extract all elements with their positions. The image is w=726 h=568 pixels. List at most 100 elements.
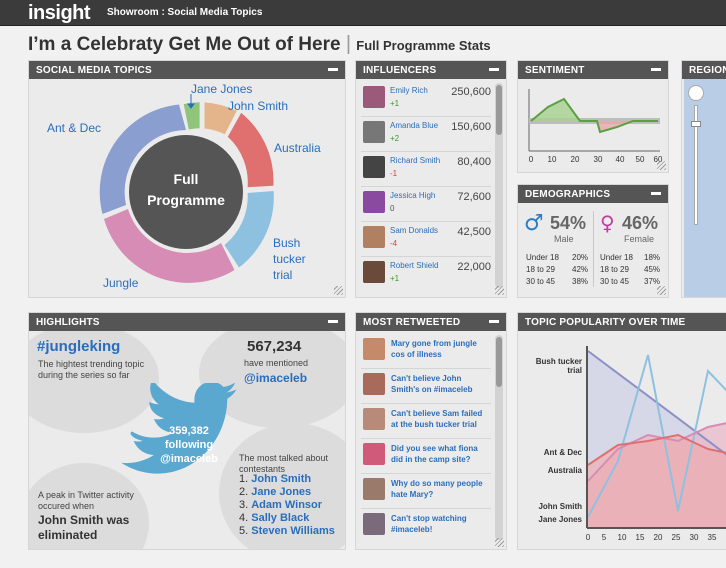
avatar [363,156,385,178]
map-pan-control[interactable] [688,85,704,101]
list-item[interactable]: Emily Rich +1 250,600 [361,83,491,117]
list-item[interactable]: 4. Sally Black [239,512,310,524]
following-handle[interactable]: @imaceleb [160,453,218,465]
mentions-text: have mentioned [244,358,309,368]
list-item[interactable]: Mary gone from jungle cos of illness [361,335,491,369]
list-item[interactable]: Can't stop watching #imaceleb! [361,510,491,544]
influencer-delta: +1 [390,274,400,283]
page-title-main: I’m a Celebraty Get Me Out of Here [28,34,341,55]
tweet-text[interactable]: Mary gone from jungle cos of illness [391,339,477,359]
minimize-icon[interactable] [651,63,661,71]
resize-handle[interactable] [334,286,343,295]
topic-popularity-header: TOPIC POPULARITY OVER TIME [518,313,726,331]
minimize-icon[interactable] [489,63,499,71]
scrollbar-thumb[interactable] [496,85,502,135]
tweet-text[interactable]: Why do so many people hate Mary? [391,479,483,499]
breadcrumb[interactable]: Showroom : Social Media Topics [107,7,263,18]
tick-label: 15 [636,533,645,542]
scrollbar[interactable] [495,83,503,288]
map-zoom-slider[interactable] [694,105,698,225]
list-item[interactable]: Did you see what fiona did in the camp s… [361,440,491,474]
list-item[interactable]: Sam Donalds -4 42,500 [361,223,491,257]
trending-hashtag[interactable]: #jungleking [37,338,121,355]
tweet-text[interactable]: Did you see what fiona did in the camp s… [391,444,478,464]
label-jungle[interactable]: Jungle [103,276,139,290]
list-item[interactable]: Amanda Blue +2 150,600 [361,118,491,152]
minimize-icon[interactable] [328,315,338,323]
tweet-text[interactable]: Can't believe Sam failed at the bush tuc… [391,409,483,429]
label-bush-tucker-2[interactable]: tucker [273,252,306,266]
sentiment-chart: 0 10 20 30 40 50 60 [528,89,663,164]
list-item[interactable]: 2. Jane Jones [239,486,312,498]
segment-jungle[interactable] [104,209,235,283]
label-bush-tucker-1[interactable]: Bush [273,236,300,250]
list-item[interactable]: 5. Steven Williams [239,525,335,537]
segment-australia[interactable] [227,112,274,188]
resize-handle[interactable] [657,161,666,170]
contestant-name[interactable]: Sally Black [251,512,310,524]
segment-jane-jones[interactable] [183,102,200,130]
label-australia[interactable]: Australia [274,141,321,155]
avatar [363,443,385,465]
map-zoom-thumb[interactable] [691,121,701,127]
trending-description: The hightest trending topic during the s… [38,359,145,380]
minimize-icon[interactable] [489,315,499,323]
influencer-delta: -4 [390,239,398,248]
demo-row-value: 45% [644,265,661,274]
minimize-icon[interactable] [651,187,661,195]
series-line-red [587,433,726,466]
label-john-smith[interactable]: John Smith [228,99,288,113]
list-item[interactable]: 3. Adam Winsor [239,499,323,511]
scrollbar-thumb[interactable] [496,337,502,387]
list-item[interactable]: Can't believe John Smith's on #imaceleb [361,370,491,404]
brand-logo[interactable]: insight [28,2,91,24]
influencer-count: 42,500 [457,226,491,238]
most-retweeted-header: MOST RETWEETED [356,313,506,331]
tick-label: 5 [602,533,607,542]
influencer-name[interactable]: Sam Donalds [390,226,439,235]
label-jane-jones[interactable]: Jane Jones [191,82,252,96]
label-ant-dec[interactable]: Ant & Dec [47,121,101,135]
tweet-text[interactable]: Can't stop watching #imaceleb! [391,514,467,534]
contestant-name[interactable]: John Smith [251,473,312,485]
donut-center[interactable] [129,135,243,249]
list-item[interactable]: Can't believe Sam failed at the bush tuc… [361,405,491,439]
mentions-handle[interactable]: @imaceleb [244,371,308,385]
influencer-name[interactable]: Emily Rich [390,86,428,95]
demo-row-label: 18 to 29 [526,265,555,274]
avatar [363,121,385,143]
influencer-name[interactable]: Richard Smith [390,156,441,165]
demo-row-value: 42% [572,265,589,274]
demographics-title: DEMOGRAPHICS [525,189,611,200]
segment-ant-dec[interactable] [99,104,186,215]
list-item[interactable]: Richard Smith -1 80,400 [361,153,491,187]
label-bush-tucker-3[interactable]: trial [273,268,292,282]
influencer-delta: 0 [390,204,395,213]
scrollbar[interactable] [495,335,503,540]
y-label-john-smith: John Smith [538,502,582,511]
influencer-name[interactable]: Robert Shield [390,261,439,270]
male-column: ♂ 54% Male Under 18 20% 18 to 29 42% 30 to… [524,211,594,291]
topic-popularity-chart: Bush tucker trial Ant & Dec Australia Jo… [536,346,726,542]
list-item[interactable]: Why do so many people hate Mary? [361,475,491,509]
resize-handle[interactable] [495,538,504,547]
resize-handle[interactable] [495,286,504,295]
region-map[interactable] [684,79,726,297]
list-item[interactable]: Jessica High 0 72,600 [361,188,491,222]
list-item[interactable]: Robert Shield +1 22,000 [361,258,491,292]
resize-handle[interactable] [657,286,666,295]
influencer-delta: -1 [390,169,398,178]
tick-label: 25 [672,533,681,542]
tweet-text[interactable]: Can't believe John Smith's on #imaceleb [391,374,473,394]
influencer-name[interactable]: Amanda Blue [390,121,439,130]
segment-john-smith[interactable] [204,102,237,135]
minimize-icon[interactable] [328,63,338,71]
contestant-name[interactable]: Adam Winsor [251,499,323,511]
influencers-title: INFLUENCERS [363,65,437,76]
contestant-name[interactable]: Jane Jones [251,486,312,498]
contestant-name[interactable]: Steven Williams [251,525,335,537]
influencer-name[interactable]: Jessica High [390,191,436,200]
tick-label: 20 [654,533,663,542]
segment-bush-tucker[interactable] [224,191,274,268]
list-item[interactable]: 1. John Smith [239,473,312,485]
